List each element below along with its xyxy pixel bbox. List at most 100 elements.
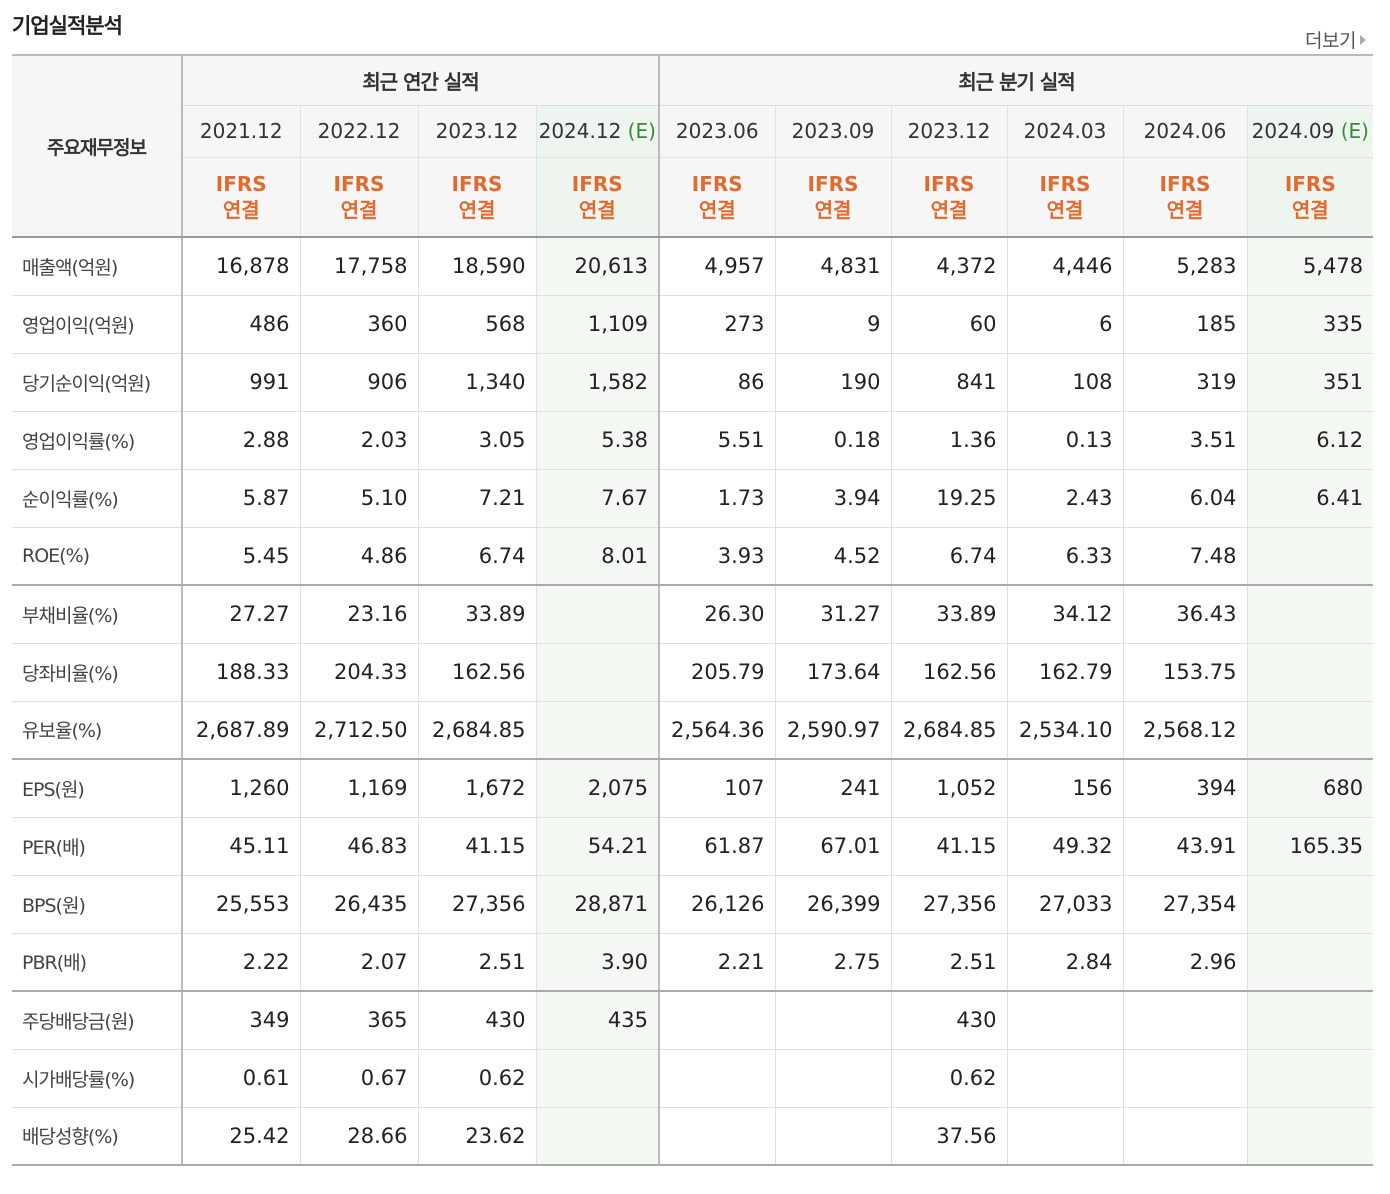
table-cell: 8.01 bbox=[535, 527, 660, 586]
table-cell: 1,169 bbox=[299, 759, 418, 818]
table-cell: 2.96 bbox=[1122, 933, 1248, 992]
table-cell: 2,564.36 bbox=[658, 701, 776, 760]
table-cell: 23.62 bbox=[417, 1107, 536, 1166]
table-cell: 906 bbox=[299, 353, 418, 412]
basis-standard: IFRS bbox=[571, 171, 623, 196]
table-cell: 26,399 bbox=[774, 875, 892, 934]
more-link[interactable]: 더보기 bbox=[1305, 26, 1366, 53]
table-cell: 3.93 bbox=[658, 527, 776, 586]
table-cell: 190 bbox=[774, 353, 892, 412]
table-cell: 2,534.10 bbox=[1006, 701, 1124, 760]
row-label: 유보율(%) bbox=[12, 701, 183, 760]
basis-consolidation: 연결 bbox=[458, 197, 496, 222]
basis-standard: IFRS bbox=[1284, 171, 1336, 196]
table-cell: 5.45 bbox=[181, 527, 300, 586]
table-cell bbox=[1122, 1107, 1248, 1166]
table-cell: 27,356 bbox=[890, 875, 1008, 934]
table-cell bbox=[1246, 585, 1374, 644]
table-cell bbox=[1246, 933, 1374, 992]
table-cell: 2,590.97 bbox=[774, 701, 892, 760]
basis-consolidation: 연결 bbox=[340, 197, 378, 222]
row-label: 시가배당률(%) bbox=[12, 1049, 183, 1108]
basis-label: IFRS 연결 bbox=[1122, 157, 1248, 238]
estimate-mark: (E) bbox=[1340, 119, 1369, 143]
table-cell: 2.43 bbox=[1006, 469, 1124, 528]
period-date: 2024.12 bbox=[538, 119, 622, 143]
period-date: 2024.09 bbox=[1251, 119, 1335, 143]
table-cell bbox=[774, 1107, 892, 1166]
table-cell: 1,582 bbox=[535, 353, 660, 412]
quarter-group-header: 최근 분기 실적 bbox=[658, 55, 1374, 106]
period-header: 2023.09 bbox=[774, 105, 892, 158]
estimate-mark: (E) bbox=[627, 119, 656, 143]
period-header: 2024.06 bbox=[1122, 105, 1248, 158]
basis-label: IFRS 연결 bbox=[181, 157, 300, 238]
section-header: 기업실적분석 더보기 bbox=[12, 8, 1372, 52]
table-cell: 5.38 bbox=[535, 411, 660, 470]
table-cell bbox=[1246, 875, 1374, 934]
period-header: 2021.12 bbox=[181, 105, 300, 158]
table-cell: 0.61 bbox=[181, 1049, 300, 1108]
table-cell: 5.10 bbox=[299, 469, 418, 528]
table-row: EPS(원) 1,260 1,169 1,672 2,075 107 241 1,052 156… bbox=[12, 759, 1374, 818]
row-label: 배당성향(%) bbox=[12, 1107, 183, 1166]
table-cell: 2.07 bbox=[299, 933, 418, 992]
table-row: 영업이익률(%) 2.88 2.03 3.05 5.38 5.51 0.18 1.36 0.13… bbox=[12, 411, 1374, 470]
table-cell: 26,435 bbox=[299, 875, 418, 934]
table-cell: 162.79 bbox=[1006, 643, 1124, 702]
row-label: 당좌비율(%) bbox=[12, 643, 183, 702]
table-cell bbox=[1246, 701, 1374, 760]
table-cell: 351 bbox=[1246, 353, 1374, 412]
table-cell: 394 bbox=[1122, 759, 1248, 818]
row-label: 영업이익률(%) bbox=[12, 411, 183, 470]
table-cell: 1,109 bbox=[535, 295, 660, 354]
period-header: 2023.12 bbox=[417, 105, 536, 158]
basis-consolidation: 연결 bbox=[930, 197, 968, 222]
table-cell: 7.67 bbox=[535, 469, 660, 528]
table-cell: 41.15 bbox=[890, 817, 1008, 876]
table-row: 시가배당률(%) 0.61 0.67 0.62 0.62 bbox=[12, 1049, 1374, 1108]
basis-consolidation: 연결 bbox=[222, 197, 260, 222]
table-cell: 18,590 bbox=[417, 237, 536, 296]
table-cell: 2.51 bbox=[890, 933, 1008, 992]
table-cell: 60 bbox=[890, 295, 1008, 354]
table-row: 영업이익(억원) 486 360 568 1,109 273 9 60 6 185 335 bbox=[12, 295, 1374, 354]
period-date: 2023.12 bbox=[435, 119, 519, 143]
table-cell: 430 bbox=[417, 991, 536, 1050]
section-title: 기업실적분석 bbox=[12, 14, 123, 38]
basis-consolidation: 연결 bbox=[578, 197, 616, 222]
table-cell: 61.87 bbox=[658, 817, 776, 876]
table-cell: 1,052 bbox=[890, 759, 1008, 818]
label-column-header: 주요재무정보 bbox=[12, 55, 183, 238]
table-cell: 25,553 bbox=[181, 875, 300, 934]
table-cell: 41.15 bbox=[417, 817, 536, 876]
more-label: 더보기 bbox=[1305, 30, 1356, 52]
table-cell: 3.94 bbox=[774, 469, 892, 528]
table-cell: 7.48 bbox=[1122, 527, 1248, 586]
basis-standard: IFRS bbox=[1159, 171, 1211, 196]
table-cell: 5,283 bbox=[1122, 237, 1248, 296]
table-cell bbox=[535, 643, 660, 702]
table-cell: 46.83 bbox=[299, 817, 418, 876]
period-date: 2022.12 bbox=[317, 119, 401, 143]
table-cell: 991 bbox=[181, 353, 300, 412]
table-cell: 273 bbox=[658, 295, 776, 354]
table-cell: 36.43 bbox=[1122, 585, 1248, 644]
table-cell: 7.21 bbox=[417, 469, 536, 528]
period-date: 2023.09 bbox=[791, 119, 875, 143]
period-date: 2023.12 bbox=[907, 119, 991, 143]
table-cell bbox=[774, 991, 892, 1050]
basis-standard: IFRS bbox=[807, 171, 859, 196]
table-cell: 23.16 bbox=[299, 585, 418, 644]
table-cell: 2.88 bbox=[181, 411, 300, 470]
period-date: 2023.06 bbox=[675, 119, 759, 143]
table-cell: 0.67 bbox=[299, 1049, 418, 1108]
basis-standard: IFRS bbox=[691, 171, 743, 196]
table-cell: 54.21 bbox=[535, 817, 660, 876]
table-cell: 0.62 bbox=[417, 1049, 536, 1108]
table-cell: 153.75 bbox=[1122, 643, 1248, 702]
table-cell: 25.42 bbox=[181, 1107, 300, 1166]
table-cell: 6.33 bbox=[1006, 527, 1124, 586]
table-row: BPS(원) 25,553 26,435 27,356 28,871 26,126 26,3… bbox=[12, 875, 1374, 934]
table-cell: 6.74 bbox=[890, 527, 1008, 586]
